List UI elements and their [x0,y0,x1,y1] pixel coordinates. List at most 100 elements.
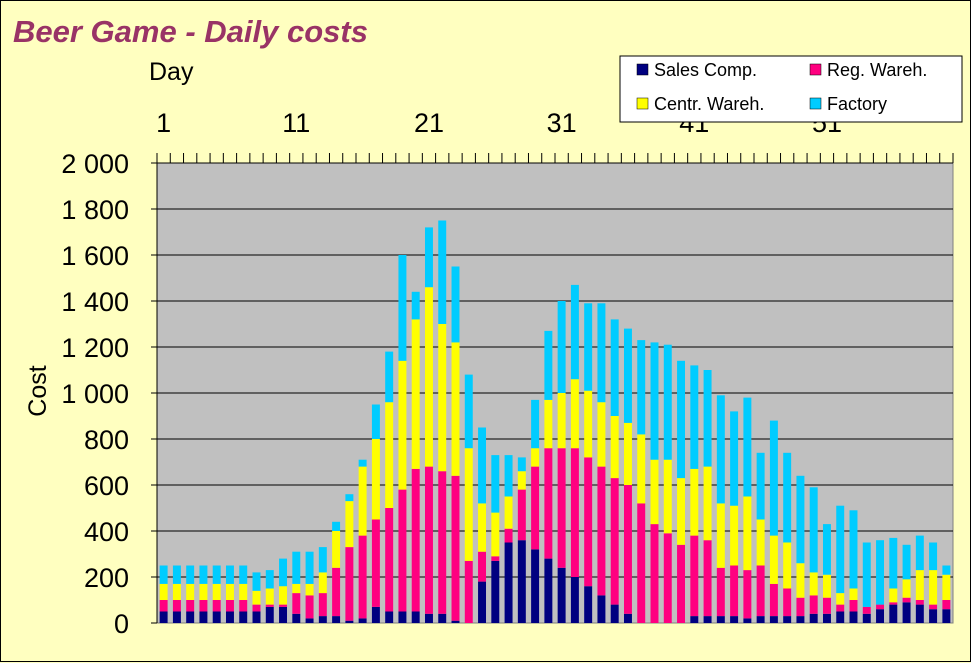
x-tick-label: 11 [282,108,310,138]
bar-segment [623,328,632,423]
bar-segment [172,565,181,584]
bar-segment [623,422,632,485]
bar-segment [703,370,712,467]
bar-segment [889,588,898,603]
bar-segment [252,611,261,623]
bar-segment [172,583,181,600]
bar-segment [371,519,380,607]
bar-segment [424,613,433,623]
bar-segment [424,287,433,467]
bar-segment [902,602,911,623]
bar-segment [491,512,500,557]
bar-segment [265,604,274,607]
bar-segment [305,583,314,596]
bar-segment [809,613,818,623]
legend-entry: Centr. Wareh. [654,94,764,114]
bar-segment [544,558,553,623]
bar-segment [889,602,898,605]
bar-segment [478,581,487,623]
bar-segment [239,583,248,600]
bar-segment [292,613,301,623]
legend: Sales Comp. Reg. Wareh. Centr. Wareh. Facto… [619,55,963,123]
bar-segment [358,618,367,623]
bar-segment [239,600,248,612]
bar-segment [703,540,712,617]
bar-segment [318,593,327,617]
bar-segment [836,505,845,594]
bar-segment [716,616,725,623]
bar-segment [345,547,354,621]
bar-segment [411,291,420,320]
bar-segment [730,411,739,506]
bar-segment [862,613,871,623]
bar-segment [544,330,553,400]
bar-segment [822,574,831,598]
bar-segment [371,404,380,439]
x-tick-label: 21 [414,108,444,138]
x-axis: 1 11 21 31 41 51 [156,108,954,164]
bar-segment [809,487,818,573]
bar-segment [464,560,473,623]
bar-segment [703,616,712,623]
bar-segment [663,344,672,460]
bar-segment [597,402,606,467]
bar-segment [663,459,672,534]
bar-segment [677,478,686,545]
bar-segment [557,393,566,449]
bar-segment [159,611,168,623]
legend-swatch [636,97,649,110]
legend-entry: Reg. Wareh. [827,60,927,80]
x-tick-label: 1 [156,108,171,138]
bar-segment [252,604,261,612]
bar-segment [849,510,858,589]
bar-segment [212,611,221,623]
bar-segment [637,340,646,435]
bar-segment [345,620,354,623]
bar-segment [279,606,288,623]
bar-segment [531,399,540,449]
bar-segment [942,609,951,623]
y-axis-label: Cost [24,365,52,416]
bar-segment [225,565,234,584]
bar-segment [610,416,619,479]
bar-segment [716,567,725,617]
legend-entry: Sales Comp. [654,60,757,80]
bar-segment [783,616,792,623]
bar-segment [517,540,526,623]
y-axis: 0 200 400 600 800 1 000 1 200 1 400 1 600 1 800 2 … [61,149,158,639]
bar-segment [517,471,526,490]
bar-segment [252,572,261,591]
bar-segment [186,600,195,612]
bar-segment [318,572,327,594]
bar-segment [623,613,632,623]
y-tick-label: 1 200 [61,333,129,363]
bar-segment [451,266,460,343]
bar-segment [517,457,526,472]
bar-segment [358,466,367,536]
bar-segment [557,448,566,568]
bar-segment [478,503,487,552]
bar-segment [292,551,301,584]
bar-segment [557,301,566,393]
x-tick-label: 31 [547,108,577,138]
bar-segment [743,618,752,623]
bar-segment [690,468,699,536]
bar-segment [345,494,354,502]
legend-swatch [809,97,822,110]
bar-segment [650,524,659,623]
bar-segment [570,284,579,380]
bar-segment [610,478,619,605]
bar-segment [491,556,500,561]
bar-segment [385,351,394,403]
bar-segment [610,604,619,623]
bar-segment [385,508,394,612]
bar-segment [225,600,234,612]
bar-segment [822,613,831,623]
bar-segment [610,319,619,416]
bar-segment [504,496,513,529]
bar-segment [836,593,845,605]
bar-segment [716,503,725,568]
bar-segment [544,399,553,449]
